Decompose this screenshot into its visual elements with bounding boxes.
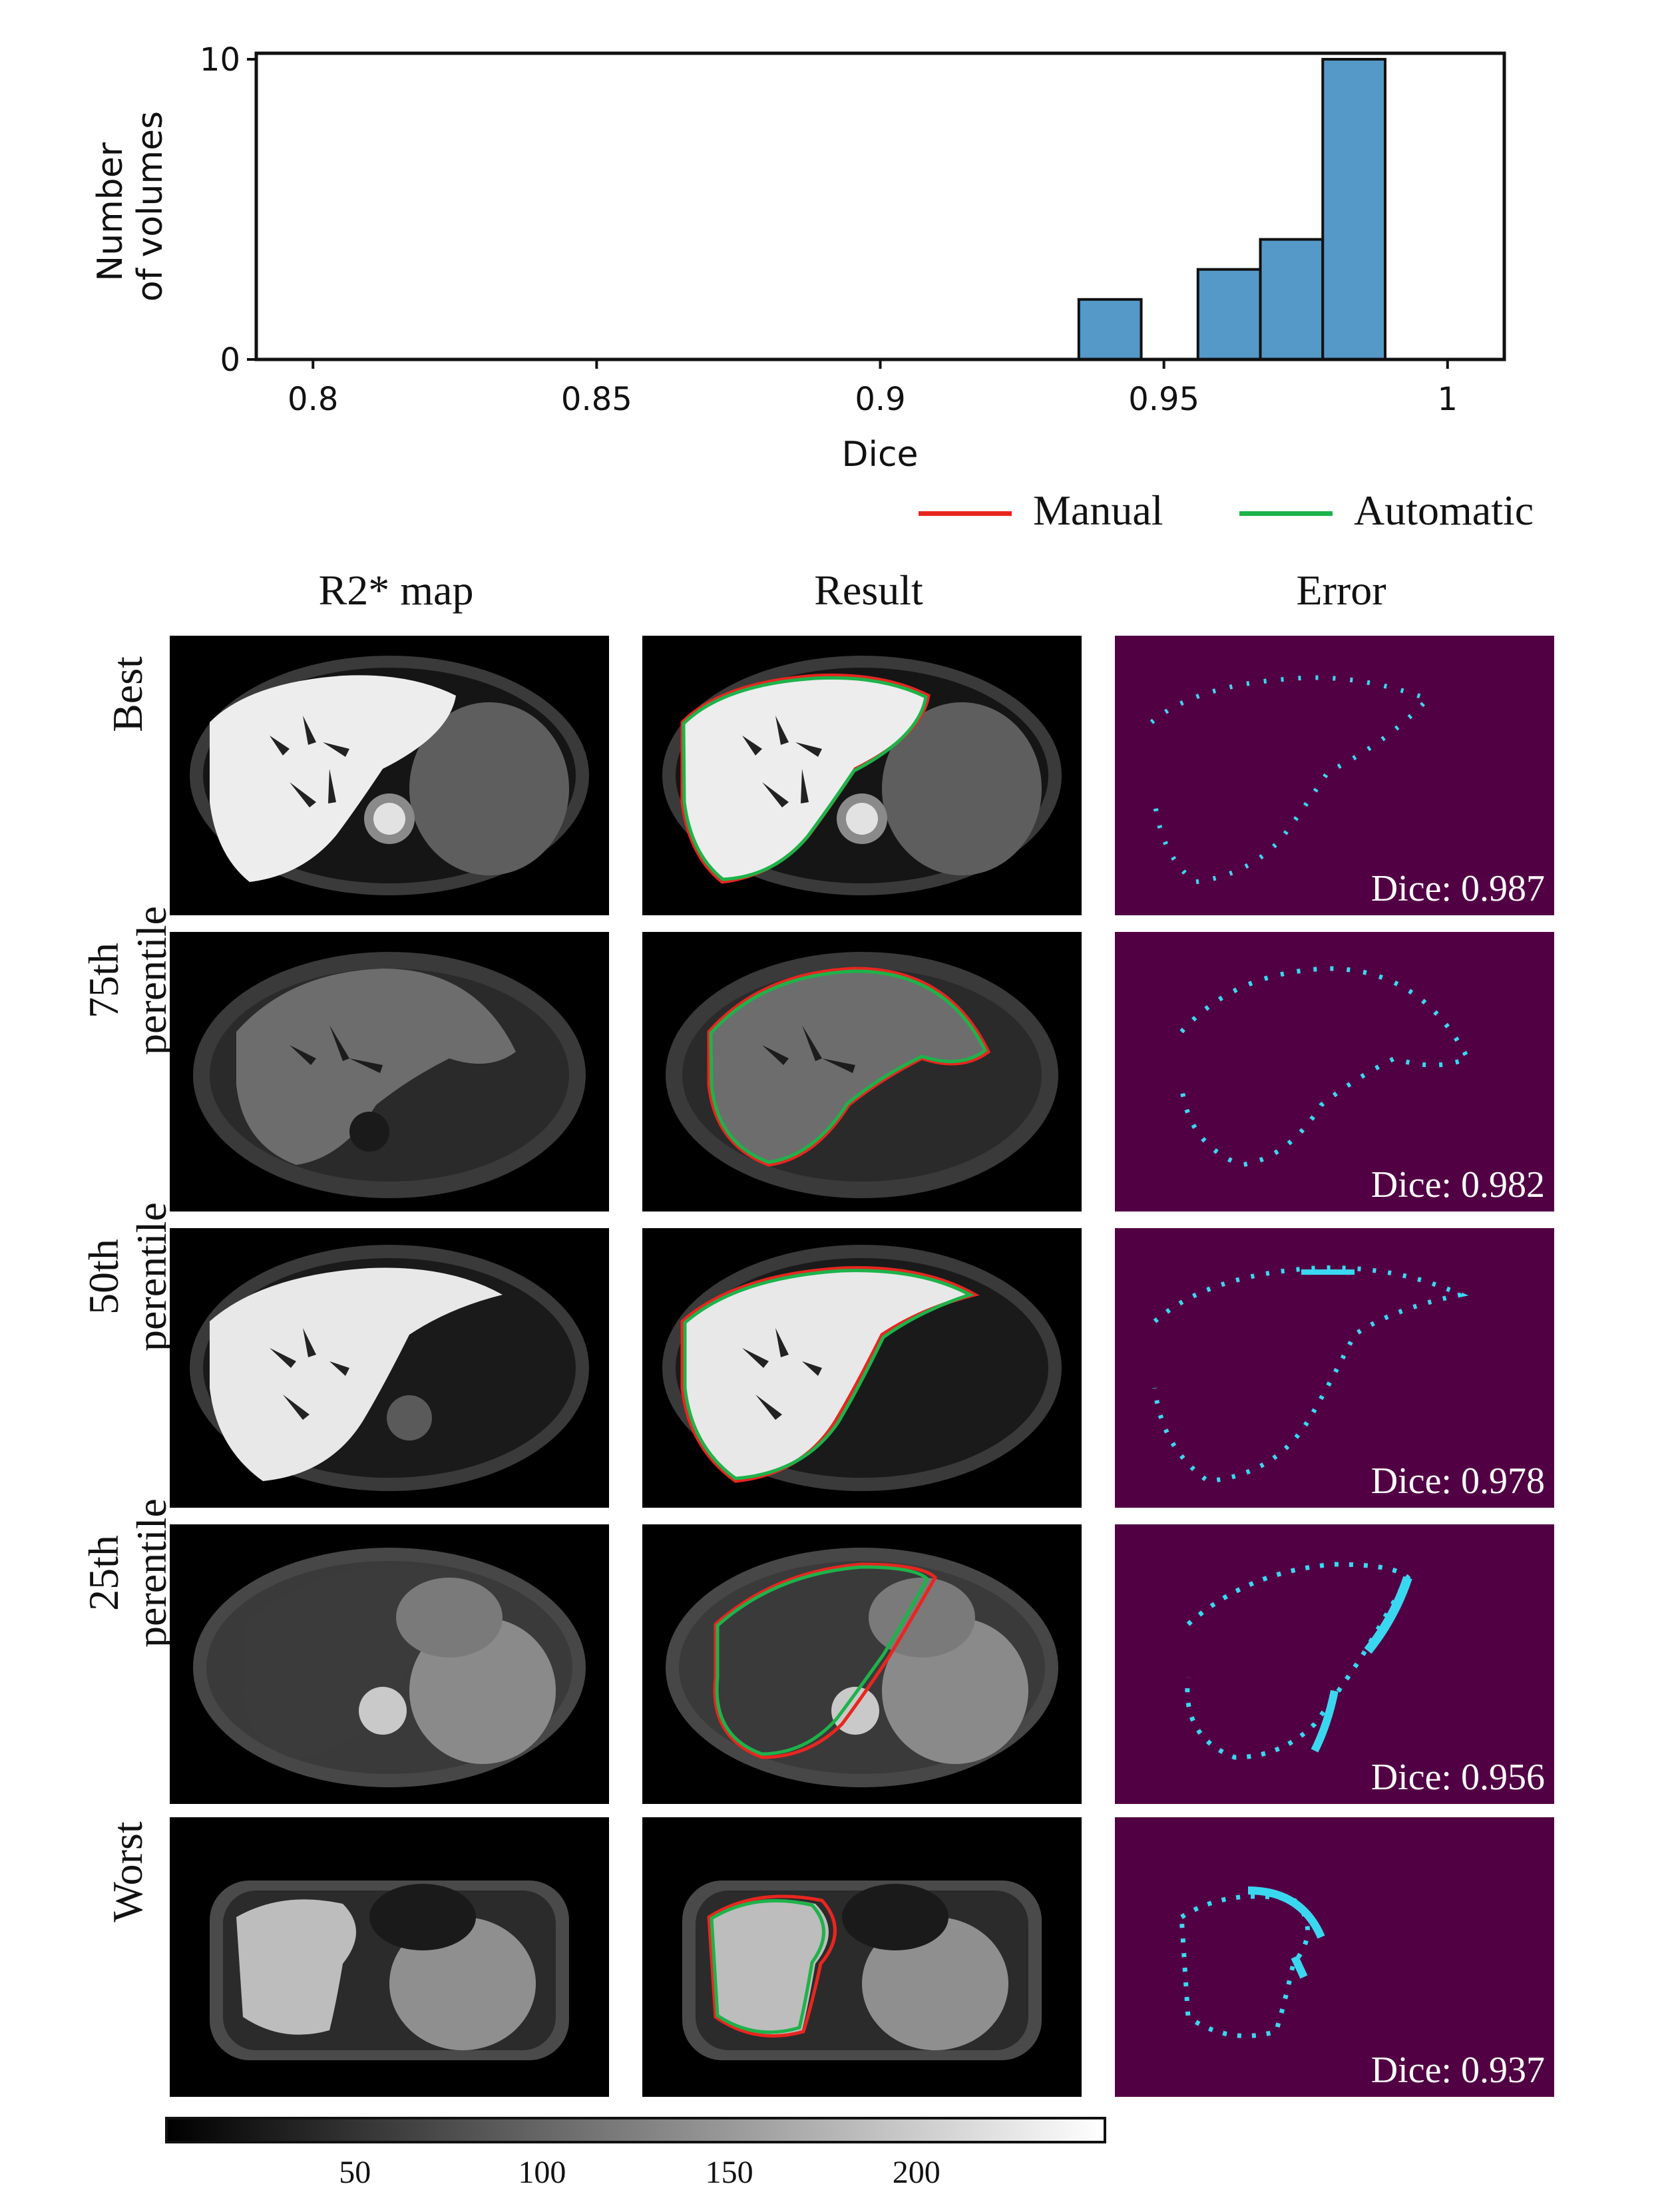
- legend-label-automatic: Automatic: [1354, 487, 1534, 534]
- y-axis-label-line1: Number: [91, 142, 130, 282]
- column-title-result: Result: [814, 566, 923, 614]
- column-title-error: Error: [1296, 566, 1386, 614]
- r2-map-worst: [170, 1817, 609, 2097]
- histogram-bars: [1077, 58, 1387, 361]
- y-tick-label: 0: [220, 341, 240, 379]
- row-label-best-line1: Best: [104, 656, 151, 732]
- y-tick-label: 10: [200, 41, 240, 79]
- legend-label-manual: Manual: [1033, 487, 1163, 534]
- x-axis-label: Dice: [841, 435, 918, 475]
- r2-map-50th: [170, 1228, 609, 1508]
- row-label-worst-line1: Worst: [104, 1821, 151, 1922]
- row-label-50th-line1: 50th: [80, 1239, 127, 1315]
- row-label-75th-line1: 75th: [80, 943, 127, 1018]
- colorbar-ticks: 50 100 150 200: [168, 2154, 1104, 2194]
- r2-map-best: [170, 636, 609, 915]
- result-best: [642, 636, 1082, 915]
- dice-score-75th: Dice: 0.982: [1370, 1164, 1545, 1206]
- dice-score-50th: Dice: 0.978: [1370, 1460, 1545, 1502]
- error-50th: Dice: 0.978: [1115, 1228, 1554, 1508]
- x-tick-label: 0.8: [288, 381, 338, 418]
- legend-swatch-manual: [919, 511, 1012, 516]
- row-label-50th-line2: perentile: [128, 1202, 175, 1351]
- error-worst: Dice: 0.937: [1115, 1817, 1554, 2097]
- row-label-50th: 50th perentile: [80, 1137, 176, 1417]
- row-label-75th: 75th perentile: [80, 841, 176, 1120]
- x-tick-label: 1: [1437, 381, 1458, 418]
- x-axis-ticks: 0.8 0.85 0.9 0.95 1: [288, 359, 1458, 418]
- y-axis-ticks: 0 10: [200, 41, 256, 379]
- histogram-bar: [1077, 298, 1143, 361]
- x-tick-label: 0.9: [855, 381, 905, 418]
- row-label-75th-line2: perentile: [128, 906, 175, 1055]
- x-tick-label: 0.85: [561, 381, 632, 418]
- histogram-chart: 0.8 0.85 0.9 0.95 1 0 10 Dice Number of volum…: [91, 41, 1506, 475]
- dice-score-25th: Dice: 0.956: [1370, 1757, 1545, 1798]
- x-tick-label: 0.95: [1128, 381, 1199, 418]
- column-title-r2-map: R2* map: [318, 566, 474, 614]
- error-best: Dice: 0.987: [1115, 636, 1554, 915]
- result-75th: [642, 932, 1082, 1212]
- error-25th: Dice: 0.956: [1115, 1524, 1554, 1804]
- result-50th: [642, 1228, 1082, 1508]
- row-label-25th: 25th perentile: [80, 1433, 176, 1713]
- colorbar-tick: 150: [705, 2155, 753, 2190]
- dice-score-worst: Dice: 0.937: [1370, 2050, 1545, 2091]
- histogram-bar: [1196, 268, 1262, 361]
- colorbar: [165, 2117, 1106, 2143]
- colorbar-tick: 200: [892, 2155, 941, 2190]
- legend-swatch-automatic: [1239, 511, 1333, 516]
- result-worst: [642, 1817, 1082, 2097]
- error-75th: Dice: 0.982: [1115, 932, 1554, 1212]
- row-label-worst: Worst: [104, 1732, 152, 2012]
- colorbar-tick: 100: [518, 2155, 566, 2190]
- result-25th: [642, 1524, 1082, 1804]
- r2-map-75th: [170, 932, 609, 1212]
- histogram-bar: [1259, 238, 1325, 361]
- y-axis-label: Number of volumes: [91, 111, 170, 302]
- row-label-25th-line1: 25th: [80, 1535, 127, 1611]
- dice-score-best: Dice: 0.987: [1370, 868, 1545, 909]
- legend: Manual Automatic: [919, 486, 1584, 539]
- y-axis-label-line2: of volumes: [130, 111, 170, 302]
- row-label-best: Best: [104, 554, 152, 834]
- colorbar-tick: 50: [339, 2155, 371, 2190]
- r2-map-25th: [170, 1524, 609, 1804]
- row-label-25th-line2: perentile: [128, 1498, 175, 1648]
- histogram-bar: [1321, 58, 1387, 361]
